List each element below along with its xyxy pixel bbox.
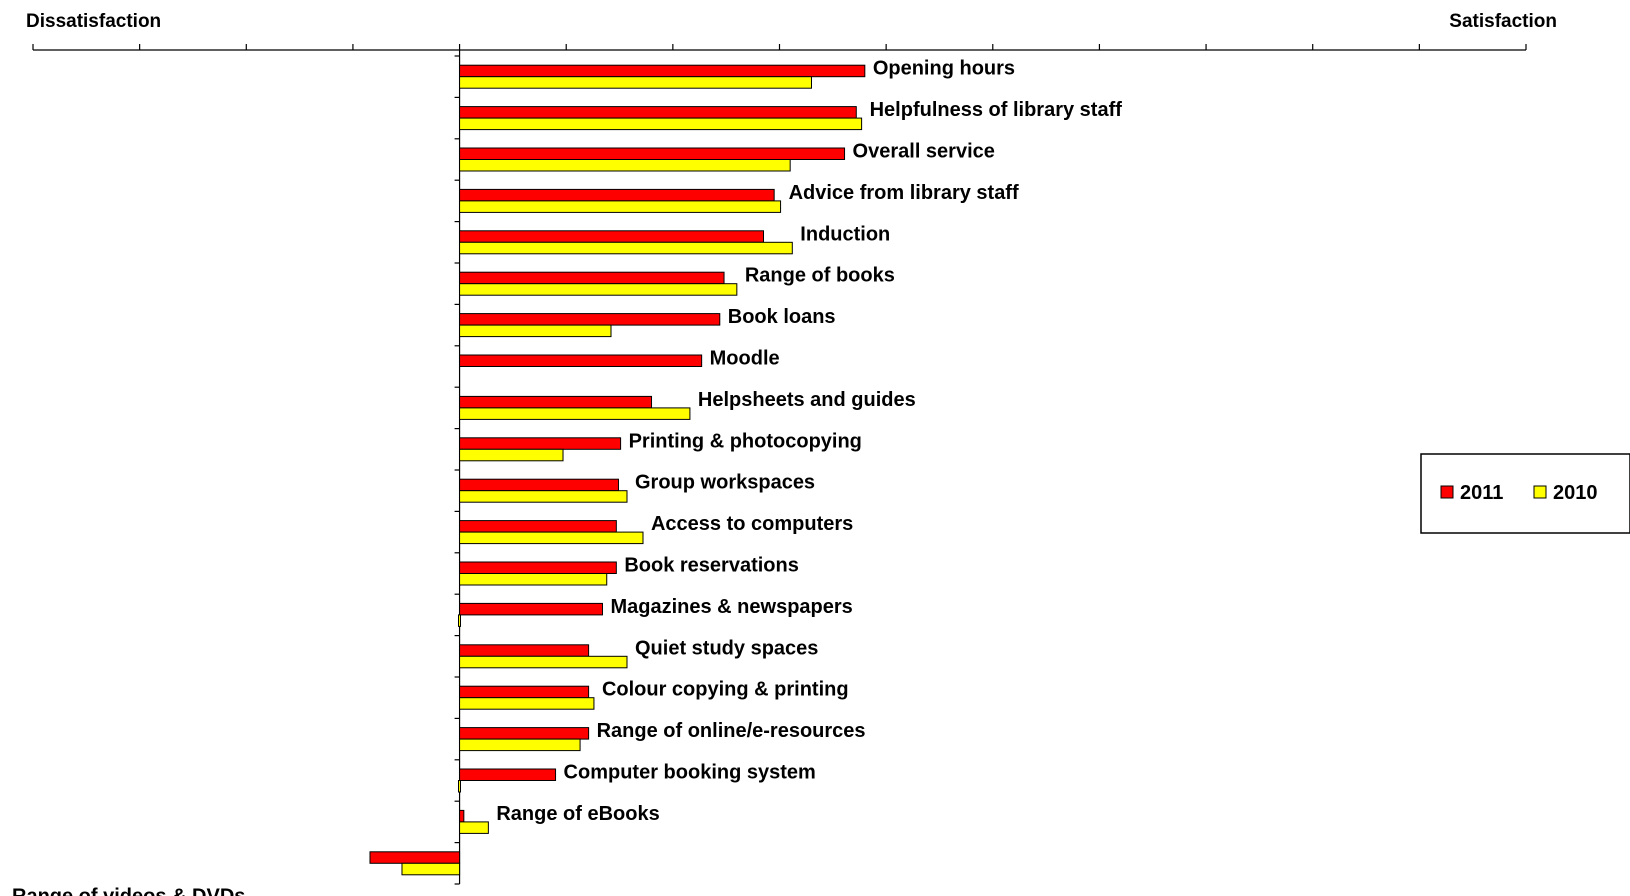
bar-2011-4	[459, 230, 765, 243]
bar-2010-13	[458, 614, 462, 627]
bar-2010-16	[459, 738, 581, 752]
bar-2010-19	[401, 862, 461, 876]
category-label: Access to computers	[651, 513, 853, 535]
legend-label-2011: 2011	[1460, 482, 1503, 504]
bar-2011-11	[459, 520, 617, 533]
bar-2011-6	[459, 313, 721, 326]
category-label: Range of online/e-resources	[597, 720, 866, 742]
category-label: Advice from library staff	[789, 182, 1019, 204]
category-label: Range of books	[745, 265, 895, 287]
category-label: Book loans	[728, 306, 836, 328]
legend-label-2010: 2010	[1553, 482, 1598, 504]
category-label: Range of videos & DVDs	[12, 886, 245, 896]
bar-2011-18	[459, 809, 465, 823]
bar-2010-1	[459, 117, 863, 131]
category-label: Colour copying & printing	[602, 679, 849, 701]
bar-2011-15	[459, 685, 590, 699]
bar-2011-10	[459, 478, 619, 492]
legend-swatch-2011	[1440, 485, 1454, 499]
bar-2011-5	[459, 271, 725, 285]
bar-2010-5	[459, 283, 738, 296]
bar-2011-12	[459, 561, 617, 574]
bar-2010-10	[459, 490, 628, 503]
bar-2011-19	[369, 851, 461, 864]
bar-2010-15	[459, 697, 595, 710]
bar-2010-3	[459, 200, 782, 213]
category-label: Overall service	[853, 141, 995, 163]
category-label: Opening hours	[873, 58, 1015, 80]
category-label: Group workspaces	[635, 472, 815, 494]
bar-2010-9	[459, 448, 564, 462]
bar-2010-2	[459, 159, 791, 172]
category-label: Quiet study spaces	[635, 637, 818, 659]
category-label: Printing & photocopying	[629, 430, 862, 452]
category-labels: Opening hours Helpfulness of library staf…	[12, 58, 1122, 896]
category-label: Computer booking system	[564, 762, 816, 784]
bar-2010-8	[459, 407, 691, 420]
bar-2011-2	[459, 147, 846, 160]
category-label: Book reservations	[624, 555, 799, 577]
satisfaction-label: Satisfaction	[1449, 11, 1557, 32]
bar-2011-13	[459, 602, 603, 616]
category-label: Range of eBooks	[496, 803, 659, 825]
category-label: Moodle	[710, 348, 780, 370]
bar-2010-6	[459, 324, 612, 338]
bar-2010-11	[459, 531, 644, 545]
legend-box	[1420, 453, 1630, 534]
bar-2011-8	[459, 395, 653, 409]
category-label: Helpsheets and guides	[698, 389, 916, 411]
bar-2010-4	[459, 241, 793, 255]
category-label: Helpfulness of library staff	[870, 99, 1123, 121]
dissatisfaction-label: Dissatisfaction	[26, 11, 161, 32]
bar-2010-14	[459, 655, 628, 669]
bar-2011-0	[459, 64, 866, 78]
bar-2011-9	[459, 437, 622, 450]
bar-2010-0	[459, 76, 812, 89]
bar-2011-1	[459, 106, 857, 119]
bar-2011-17	[459, 768, 557, 781]
bar-2010-17	[458, 780, 462, 793]
bar-2011-14	[459, 644, 590, 657]
bars	[369, 64, 866, 876]
bar-2011-16	[459, 727, 590, 740]
bar-2011-3	[459, 188, 775, 202]
legend-swatch-2010	[1533, 485, 1547, 499]
category-label: Magazines & newspapers	[610, 596, 852, 618]
bar-2010-12	[459, 573, 608, 586]
bar-2011-7	[459, 354, 703, 367]
category-label: Induction	[800, 223, 890, 245]
bar-2010-18	[459, 821, 489, 834]
legend: 2011 2010	[1420, 453, 1630, 534]
